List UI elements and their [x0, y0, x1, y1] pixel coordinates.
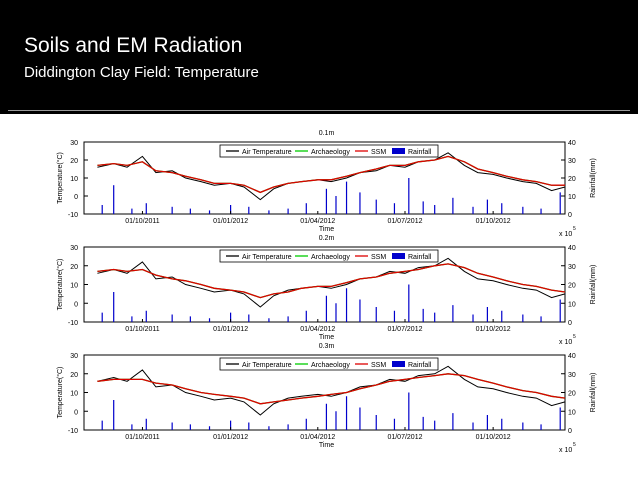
y-tick-label: 0 — [74, 409, 78, 416]
legend-box — [219, 249, 439, 263]
y-tick-label: 20 — [70, 264, 78, 271]
y-tick-label: -10 — [68, 428, 78, 435]
chart-title: 0.2m — [319, 235, 335, 242]
y-tick-label: 10 — [70, 176, 78, 183]
series-line-air-temperature — [97, 365, 566, 416]
y2-tick-label: 40 — [568, 353, 576, 360]
y-tick-label: -10 — [68, 320, 78, 327]
y-tick-label: 30 — [70, 353, 78, 360]
legend-label: Air Temperature — [242, 149, 292, 156]
legend-label: SSM — [371, 254, 386, 261]
chart-title: 0.1m — [319, 130, 335, 137]
y2-tick-label: 10 — [568, 194, 576, 201]
legend-label: Air Temperature — [242, 254, 292, 261]
slide-header: Soils and EM Radiation Diddington Clay F… — [0, 0, 638, 114]
y2-tick-label: 10 — [568, 301, 576, 308]
y2-tick-label: 0 — [568, 428, 572, 435]
slide-title: Soils and EM Radiation — [24, 34, 243, 57]
legend-box — [219, 357, 439, 371]
y-axis-label: Temperature(°C) — [56, 367, 64, 419]
x-tick-label: 01/10/2012 — [476, 326, 511, 333]
y2-tick-label: 30 — [568, 158, 576, 165]
series-line-archaeology — [97, 263, 566, 299]
legend-swatch-rainfall — [392, 361, 405, 367]
legend-label: Archaeology — [311, 362, 350, 369]
y-tick-label: 0 — [74, 301, 78, 308]
x-exponent: 5 — [573, 334, 576, 340]
x-tick-label: 01/01/2012 — [213, 218, 248, 225]
y-tick-label: 10 — [70, 391, 78, 398]
legend-label: Rainfall — [408, 254, 432, 261]
x-tick-label: 01/07/2012 — [387, 218, 422, 225]
series-line-air-temperature — [97, 152, 566, 201]
x-exponent: 5 — [573, 226, 576, 232]
x-tick-label: 01/10/2012 — [476, 218, 511, 225]
legend-box — [219, 144, 439, 158]
x-tick-label: 01/01/2012 — [213, 434, 248, 441]
legend-label: Archaeology — [311, 149, 350, 156]
x-exponent: 5 — [573, 442, 576, 448]
x-exponent-label: x 10 — [559, 339, 572, 346]
x-axis-label: Time — [319, 442, 334, 449]
y2-tick-label: 0 — [568, 212, 572, 219]
series-line-ssm — [97, 155, 565, 194]
x-tick-label: 01/10/2011 — [125, 326, 160, 333]
legend-swatch-rainfall — [392, 253, 405, 259]
y2-axis-label: Rainfall(mm) — [590, 265, 597, 305]
y-tick-label: -10 — [68, 212, 78, 219]
y-tick-label: 0 — [74, 194, 78, 201]
legend-label: Air Temperature — [242, 362, 292, 369]
x-tick-label: 01/07/2012 — [387, 326, 422, 333]
legend-label: SSM — [371, 362, 386, 369]
chart-panel-2: 30 20 10 0 -10 40 30 20 10 0 01/10/2011 01/01/2012 0… — [56, 343, 597, 454]
y-tick-label: 10 — [70, 283, 78, 290]
series-line-air-temperature — [97, 257, 566, 308]
y-tick-label: 20 — [70, 158, 78, 165]
legend-label: SSM — [371, 149, 386, 156]
x-tick-label: 01/04/2012 — [300, 326, 335, 333]
x-tick-label: 01/10/2011 — [125, 218, 160, 225]
x-tick-label: 01/10/2011 — [125, 434, 160, 441]
y2-tick-label: 20 — [568, 391, 576, 398]
slide-subtitle: Diddington Clay Field: Temperature — [24, 64, 259, 81]
x-axis-label: Time — [319, 226, 334, 233]
y-axis-label: Temperature(°C) — [56, 152, 64, 204]
x-tick-label: 01/10/2012 — [476, 434, 511, 441]
x-exponent-label: x 10 — [559, 231, 572, 238]
y2-tick-label: 20 — [568, 176, 576, 183]
y-tick-label: 30 — [70, 245, 78, 252]
legend-label: Rainfall — [408, 362, 432, 369]
y2-tick-label: 0 — [568, 320, 572, 327]
y2-tick-label: 40 — [568, 140, 576, 147]
x-tick-label: 01/04/2012 — [300, 434, 335, 441]
series-line-ssm — [97, 373, 566, 405]
y-axis-label: Temperature(°C) — [56, 259, 64, 311]
x-tick-label: 01/01/2012 — [213, 326, 248, 333]
y2-tick-label: 10 — [568, 409, 576, 416]
y2-axis-label: Rainfall(mm) — [590, 158, 597, 198]
x-tick-label: 01/07/2012 — [387, 434, 422, 441]
chart-panel-0: 30 20 10 0 -10 40 30 20 10 0 01/10/2011 01/01/2012 0… — [56, 130, 597, 238]
y2-tick-label: 40 — [568, 245, 576, 252]
legend-swatch-rainfall — [392, 148, 405, 154]
header-divider — [8, 110, 630, 111]
y2-tick-label: 30 — [568, 372, 576, 379]
chart-panel-1: 30 20 10 0 -10 40 30 20 10 0 01/10/2011 01/01/2012 0… — [56, 235, 597, 346]
series-line-ssm — [97, 263, 566, 299]
chart-title: 0.3m — [319, 343, 335, 350]
x-exponent-label: x 10 — [559, 447, 572, 454]
y-tick-label: 30 — [70, 140, 78, 147]
legend-label: Rainfall — [408, 149, 432, 156]
y2-axis-label: Rainfall(mm) — [590, 373, 597, 413]
x-axis-label: Time — [319, 334, 334, 341]
y2-tick-label: 20 — [568, 283, 576, 290]
x-tick-label: 01/04/2012 — [300, 218, 335, 225]
y-tick-label: 20 — [70, 372, 78, 379]
legend-label: Archaeology — [311, 254, 350, 261]
y2-tick-label: 30 — [568, 264, 576, 271]
